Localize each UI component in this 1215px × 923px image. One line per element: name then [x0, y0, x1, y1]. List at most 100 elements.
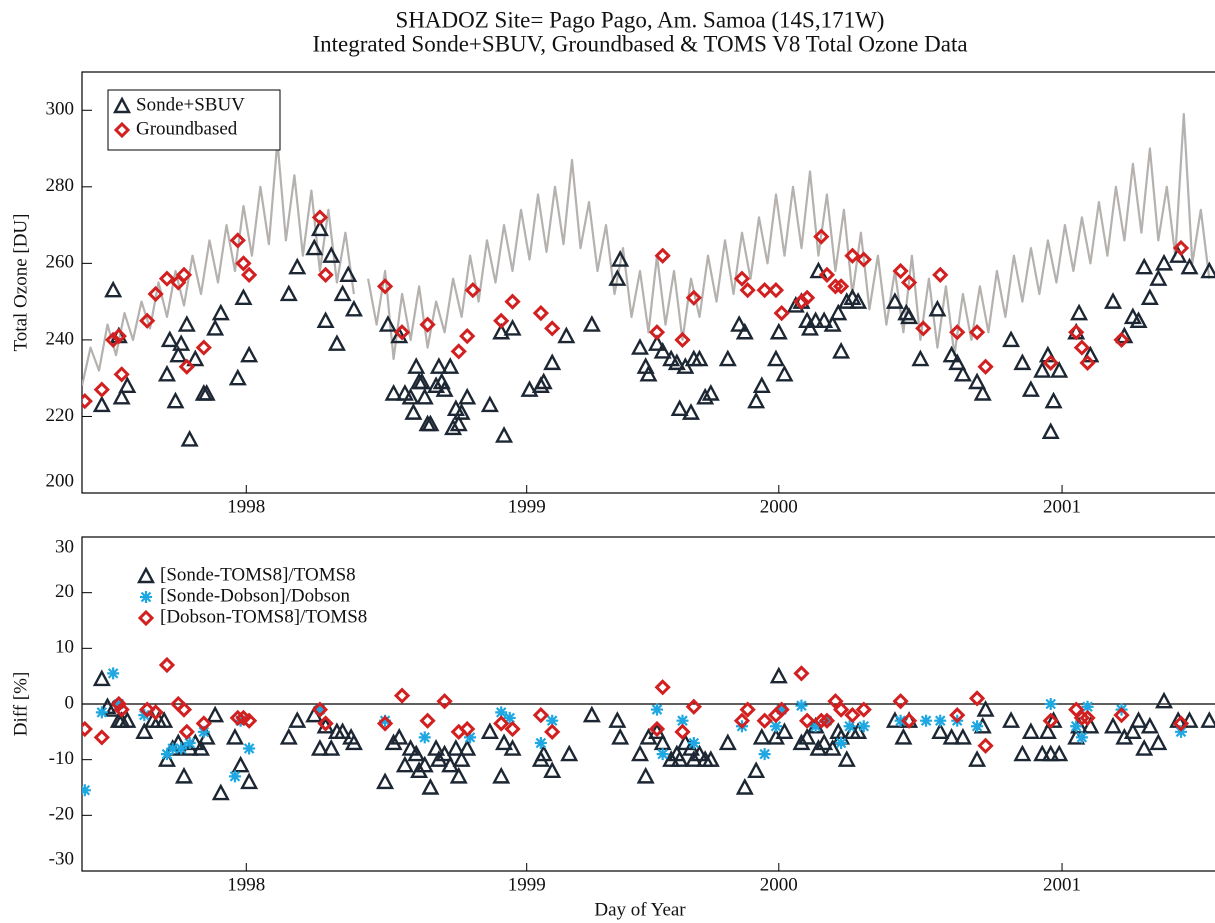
data-point: [339, 265, 358, 283]
plot-area: [82, 656, 1215, 801]
data-point: [1033, 360, 1052, 378]
legend-marker: [112, 96, 132, 114]
chart-subtitle: Integrated Sonde+SBUV, Groundbased & TOM…: [312, 31, 967, 56]
data-point: [1123, 722, 1142, 740]
data-point: [1033, 744, 1052, 762]
data-point: [670, 399, 689, 416]
data-point: [110, 695, 127, 713]
data-point: [419, 712, 436, 729]
data-point: [459, 720, 476, 738]
data-point: [138, 709, 151, 722]
data-point: [169, 345, 188, 363]
data-point: [931, 722, 950, 740]
data-point: [429, 357, 448, 374]
data-point: [543, 761, 562, 778]
data-point: [418, 731, 431, 744]
data-point: [1068, 324, 1085, 341]
data-point: [412, 372, 431, 390]
data-point: [773, 304, 790, 322]
data-point: [93, 729, 110, 746]
data-point: [390, 727, 409, 745]
data-point: [766, 349, 785, 367]
data-point: [1149, 269, 1168, 286]
legend-marker: [136, 566, 156, 584]
data-point: [166, 391, 185, 409]
data-point: [174, 766, 193, 784]
data-point: [178, 358, 195, 375]
y-axis-label: Diff [%]: [10, 672, 31, 737]
data-point: [1155, 691, 1174, 709]
data-point: [735, 322, 754, 340]
data-point: [534, 372, 553, 390]
y-tick-label: 0: [65, 692, 75, 713]
data-point: [837, 750, 856, 767]
data-point: [206, 705, 225, 723]
y-tick-label: 220: [46, 405, 75, 426]
data-point: [769, 666, 788, 684]
data-point: [532, 304, 549, 322]
data-point: [310, 739, 329, 756]
data-point: [534, 736, 547, 749]
data-point: [407, 744, 426, 762]
data-point: [231, 755, 250, 773]
data-point: [920, 714, 933, 727]
data-point: [211, 783, 230, 801]
data-point: [949, 324, 966, 341]
data-point: [415, 755, 434, 773]
data-point: [900, 712, 918, 729]
data-point: [401, 739, 420, 756]
data-point: [928, 299, 947, 317]
data-point: [177, 315, 196, 332]
data-point: [495, 733, 514, 751]
data-point: [690, 744, 709, 762]
data-point: [183, 736, 196, 749]
data-point: [818, 266, 836, 283]
data-point: [229, 232, 246, 249]
data-point: [968, 690, 986, 707]
data-point: [112, 698, 125, 710]
data-point: [147, 704, 164, 721]
x-tick-label: 2000: [760, 874, 798, 895]
data-point: [915, 320, 932, 337]
data-point: [557, 326, 576, 344]
data-point: [376, 715, 394, 732]
data-point: [311, 209, 329, 226]
data-point: [934, 714, 947, 727]
data-point: [225, 727, 244, 745]
data-point: [798, 289, 816, 306]
data-point: [160, 748, 173, 761]
data-point: [653, 341, 672, 359]
data-point: [104, 280, 123, 298]
data-point: [809, 261, 828, 279]
legend-marker: [137, 609, 155, 627]
data-point: [393, 687, 411, 704]
y-tick-label: 200: [46, 470, 75, 491]
data-point: [118, 376, 137, 394]
data-point: [892, 693, 909, 710]
data-point: [157, 750, 176, 767]
legend-label: Groundbased: [136, 118, 238, 139]
data-point: [701, 383, 720, 401]
data-point: [949, 707, 966, 724]
data-point: [316, 311, 335, 328]
x-tick-label: 2001: [1043, 496, 1081, 517]
data-point: [436, 693, 453, 710]
data-point: [1172, 239, 1190, 257]
ozone-line: [82, 113, 1211, 387]
data-point: [818, 712, 836, 729]
data-point: [139, 701, 156, 718]
data-point: [211, 303, 230, 321]
data-point: [135, 722, 154, 740]
data-point: [344, 733, 363, 751]
data-point: [427, 739, 446, 756]
data-point: [894, 727, 913, 745]
data-point: [654, 247, 671, 264]
data-point: [747, 391, 766, 409]
y-tick-label: 260: [46, 252, 75, 273]
data-point: [849, 292, 868, 309]
data-point: [798, 727, 817, 745]
data-point: [452, 403, 471, 420]
data-point: [92, 395, 111, 413]
data-point: [401, 387, 420, 405]
